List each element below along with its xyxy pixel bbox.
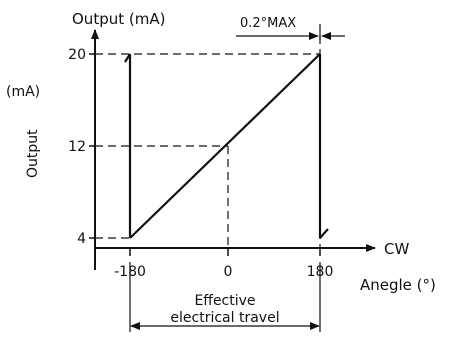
right-bottom-hook [319,228,329,239]
left-top-hook [124,53,131,63]
travel-label-line2: electrical travel [170,310,279,326]
y-axis-title: Output (mA) [72,10,165,28]
output-ramp-line [129,53,321,239]
x-tick-label-180: 180 [307,264,334,280]
y-tick-label-12: 12 [68,139,86,155]
travel-label-line1: Effective [194,293,255,309]
x-tick-label-0: 0 [224,264,233,280]
x-tick-label-neg180: -180 [114,264,146,280]
x-axis-title: Anegle (°) [360,276,436,294]
y-side-label: Output [25,129,41,178]
x-arrow-label: CW [384,240,409,258]
y-tick-label-20: 20 [68,47,86,63]
y-side-unit: (mA) [6,84,40,100]
y-tick-label-4: 4 [77,231,86,247]
max-label: 0.2°MAX [240,16,296,31]
